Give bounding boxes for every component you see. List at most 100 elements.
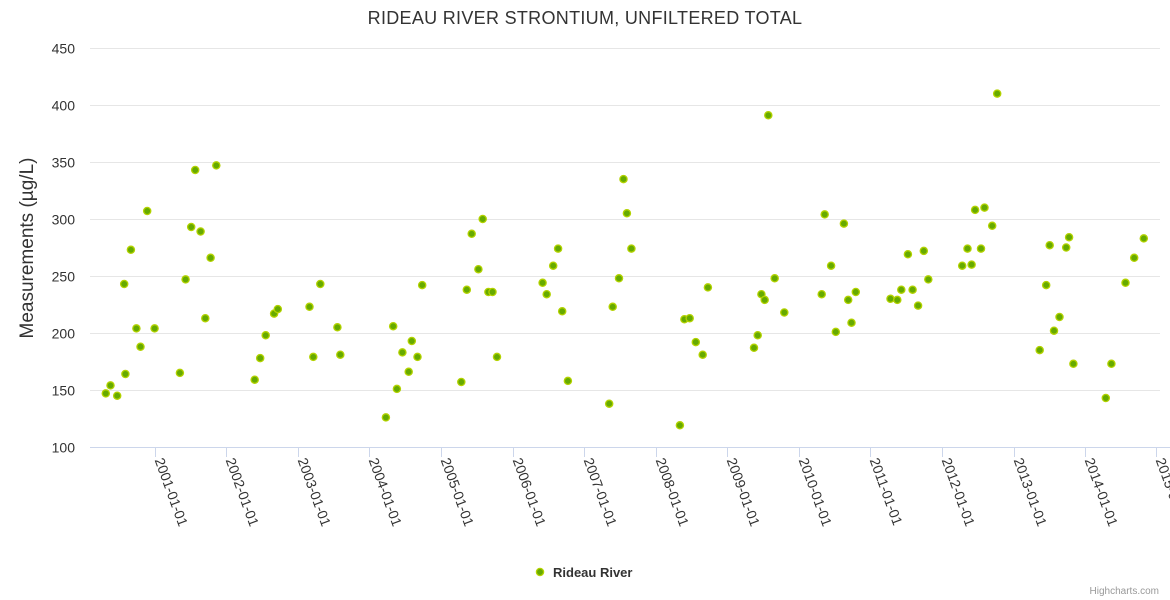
data-point[interactable] <box>987 221 997 231</box>
data-point[interactable] <box>908 285 917 294</box>
data-point[interactable] <box>826 261 836 270</box>
data-point[interactable] <box>1061 243 1071 252</box>
data-point[interactable] <box>413 352 422 362</box>
data-point[interactable] <box>478 214 487 224</box>
data-point[interactable] <box>753 331 762 340</box>
data-point[interactable] <box>492 352 502 362</box>
data-point[interactable] <box>548 261 558 270</box>
data-point[interactable] <box>604 399 614 408</box>
data-point[interactable] <box>474 264 483 274</box>
data-point[interactable] <box>150 324 159 333</box>
data-point[interactable] <box>1035 345 1044 355</box>
data-point[interactable] <box>121 369 130 379</box>
data-point[interactable] <box>457 377 466 387</box>
data-point[interactable] <box>462 285 472 294</box>
data-point[interactable] <box>992 89 1002 98</box>
data-point[interactable] <box>404 367 413 377</box>
data-point[interactable] <box>1101 393 1111 403</box>
data-point[interactable] <box>780 308 789 317</box>
data-point[interactable] <box>190 165 200 175</box>
data-point[interactable] <box>843 295 853 305</box>
data-point[interactable] <box>106 381 115 390</box>
data-point[interactable] <box>542 289 551 299</box>
data-point[interactable] <box>392 384 402 394</box>
data-point[interactable] <box>839 219 849 228</box>
data-point[interactable] <box>919 246 929 256</box>
data-point[interactable] <box>608 302 617 312</box>
data-point[interactable] <box>557 307 567 316</box>
data-point[interactable] <box>255 353 265 363</box>
data-point[interactable] <box>1107 359 1116 369</box>
data-point[interactable] <box>1129 253 1139 263</box>
data-point[interactable] <box>119 279 129 289</box>
data-point[interactable] <box>820 210 829 219</box>
data-point[interactable] <box>563 376 573 386</box>
data-point[interactable] <box>963 244 972 253</box>
data-point[interactable] <box>764 111 773 120</box>
data-point[interactable] <box>381 413 391 422</box>
data-point[interactable] <box>957 261 967 270</box>
data-point[interactable] <box>691 337 701 347</box>
data-point[interactable] <box>897 285 906 294</box>
data-point[interactable] <box>305 302 314 312</box>
data-point[interactable] <box>817 289 826 299</box>
data-point[interactable] <box>112 391 122 400</box>
data-point[interactable] <box>614 274 624 283</box>
data-point[interactable] <box>538 278 547 288</box>
data-point[interactable] <box>142 206 152 216</box>
data-point[interactable] <box>1064 232 1074 242</box>
data-point[interactable] <box>175 368 185 378</box>
data-point[interactable] <box>126 245 136 255</box>
data-point[interactable] <box>467 229 476 239</box>
data-point[interactable] <box>893 295 902 305</box>
credits-link[interactable]: Highcharts.com <box>1090 586 1159 597</box>
data-point[interactable] <box>749 343 759 353</box>
data-point[interactable] <box>212 161 221 170</box>
data-point[interactable] <box>1045 240 1054 250</box>
data-point[interactable] <box>851 287 861 297</box>
data-point[interactable] <box>703 283 713 292</box>
data-point[interactable] <box>206 253 215 263</box>
data-point[interactable] <box>847 318 856 327</box>
data-point[interactable] <box>488 287 497 297</box>
data-point[interactable] <box>186 222 196 232</box>
data-point[interactable] <box>333 323 342 332</box>
data-point[interactable] <box>886 294 895 304</box>
data-point[interactable] <box>831 327 841 337</box>
data-point[interactable] <box>316 279 325 289</box>
data-point[interactable] <box>196 227 205 236</box>
data-point[interactable] <box>770 274 779 283</box>
data-point[interactable] <box>553 244 563 253</box>
data-point[interactable] <box>967 260 976 269</box>
data-point[interactable] <box>1121 278 1130 288</box>
data-point[interactable] <box>136 342 145 351</box>
legend-item-rideau-river[interactable]: Rideau River <box>535 565 632 580</box>
data-point[interactable] <box>132 324 141 333</box>
data-point[interactable] <box>407 336 417 346</box>
data-point[interactable] <box>273 304 283 314</box>
data-point[interactable] <box>1049 326 1059 335</box>
data-point[interactable] <box>388 321 398 331</box>
data-point[interactable] <box>685 313 694 323</box>
data-point[interactable] <box>261 331 270 340</box>
data-point[interactable] <box>675 421 685 430</box>
data-point[interactable] <box>619 174 628 184</box>
data-point[interactable] <box>913 301 923 310</box>
data-point[interactable] <box>1069 359 1078 369</box>
data-point[interactable] <box>201 313 210 323</box>
data-point[interactable] <box>181 275 190 284</box>
data-point[interactable] <box>924 275 933 284</box>
data-point[interactable] <box>760 295 769 305</box>
data-point[interactable] <box>622 209 632 218</box>
data-point[interactable] <box>1041 280 1051 290</box>
data-point[interactable] <box>101 389 111 398</box>
data-point[interactable] <box>976 244 986 253</box>
data-point[interactable] <box>970 205 980 215</box>
data-point[interactable] <box>1139 234 1149 243</box>
data-point[interactable] <box>698 350 707 359</box>
data-point[interactable] <box>1055 312 1064 322</box>
data-point[interactable] <box>398 348 407 357</box>
data-point[interactable] <box>627 244 636 253</box>
data-point[interactable] <box>309 352 318 362</box>
data-point[interactable] <box>980 203 989 212</box>
